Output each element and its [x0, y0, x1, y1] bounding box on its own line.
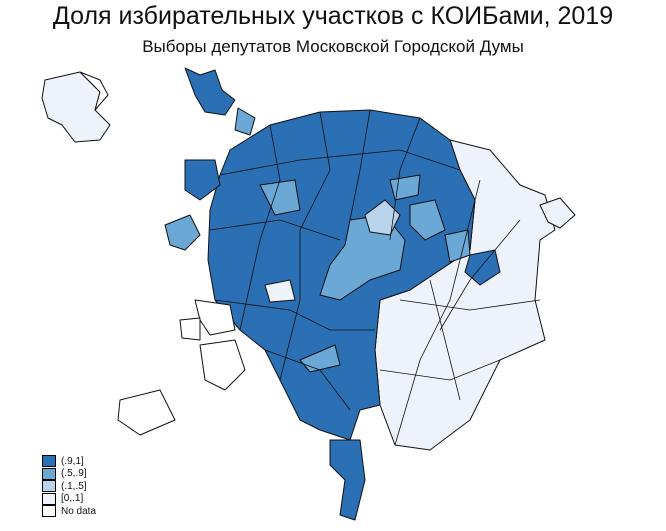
legend-item: (.5,.9]	[42, 467, 96, 481]
region-center-mid	[319, 214, 406, 301]
legend-label: [0,.1]	[61, 493, 84, 505]
legend-item: [0,.1]	[42, 492, 96, 506]
region-sw-outlier	[164, 214, 201, 251]
legend-swatch	[42, 480, 56, 493]
region-east-mid	[444, 229, 471, 263]
legend-label: (.1,.5]	[61, 480, 87, 492]
region-west-outlier	[184, 159, 221, 201]
legend-label: (.9,1]	[61, 455, 84, 467]
region-center-light	[364, 199, 401, 236]
region-west-mid	[259, 179, 301, 216]
legend-swatch	[42, 505, 56, 518]
region-ne-mid	[389, 174, 421, 201]
region-east-dark	[464, 249, 501, 286]
map-title: Доля избирательных участков с КОИБами, 2…	[52, 2, 614, 30]
region-zelenograd-north	[79, 71, 109, 111]
region-west-light	[264, 279, 296, 303]
region-north-mid	[409, 199, 446, 241]
legend-swatch	[42, 492, 56, 505]
region-sw-white2	[199, 339, 246, 391]
region-north-outlier	[184, 67, 236, 116]
legend-swatch	[42, 455, 56, 468]
legend-label: No data	[61, 505, 97, 517]
map-legend: (.9,1] (.5,.9] (.1,.5] [0,.1] No data	[42, 455, 96, 518]
legend-swatch	[42, 467, 56, 480]
region-south-outlier	[329, 439, 366, 521]
legend-item: (.1,.5]	[42, 480, 96, 493]
map-subtitle: Выборы депутатов Московской Городской Ду…	[142, 37, 524, 56]
region-sw-white4	[179, 317, 201, 341]
region-sw-white1	[194, 299, 236, 336]
legend-label: (.5,.9]	[61, 468, 87, 480]
region-nw-mid	[234, 107, 256, 136]
legend-item: (.9,1]	[42, 455, 96, 468]
region-south-mid	[299, 344, 341, 373]
legend-item: No data	[42, 505, 96, 518]
region-east-outlier	[539, 197, 576, 229]
region-sw-white3	[117, 389, 176, 436]
